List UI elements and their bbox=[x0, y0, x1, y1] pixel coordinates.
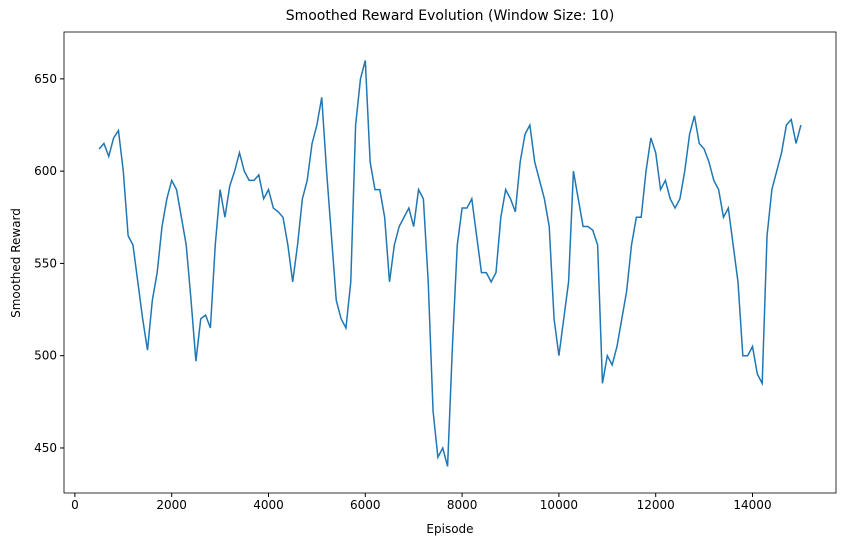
y-tick-label: 550 bbox=[34, 256, 57, 270]
chart-title: Smoothed Reward Evolution (Window Size: … bbox=[286, 8, 615, 24]
x-tick-label: 14000 bbox=[733, 498, 771, 512]
y-tick-label: 650 bbox=[34, 72, 57, 86]
plot-frame bbox=[63, 31, 837, 494]
x-tick-label: 6000 bbox=[350, 498, 381, 512]
x-tick-label: 2000 bbox=[156, 498, 187, 512]
x-tick-label: 12000 bbox=[637, 498, 675, 512]
x-tick-label: 8000 bbox=[447, 498, 478, 512]
y-tick-label: 600 bbox=[34, 164, 57, 178]
line bbox=[98, 60, 802, 467]
x-tick-label: 10000 bbox=[540, 498, 578, 512]
y-tick-label: 500 bbox=[34, 349, 57, 363]
y-tick-label: 450 bbox=[34, 441, 57, 455]
x-tick-label: 4000 bbox=[253, 498, 284, 512]
x-tick-label: 0 bbox=[71, 498, 79, 512]
y-axis-label: Smoothed Reward bbox=[9, 208, 23, 318]
x-axis-label: Episode bbox=[426, 522, 473, 536]
